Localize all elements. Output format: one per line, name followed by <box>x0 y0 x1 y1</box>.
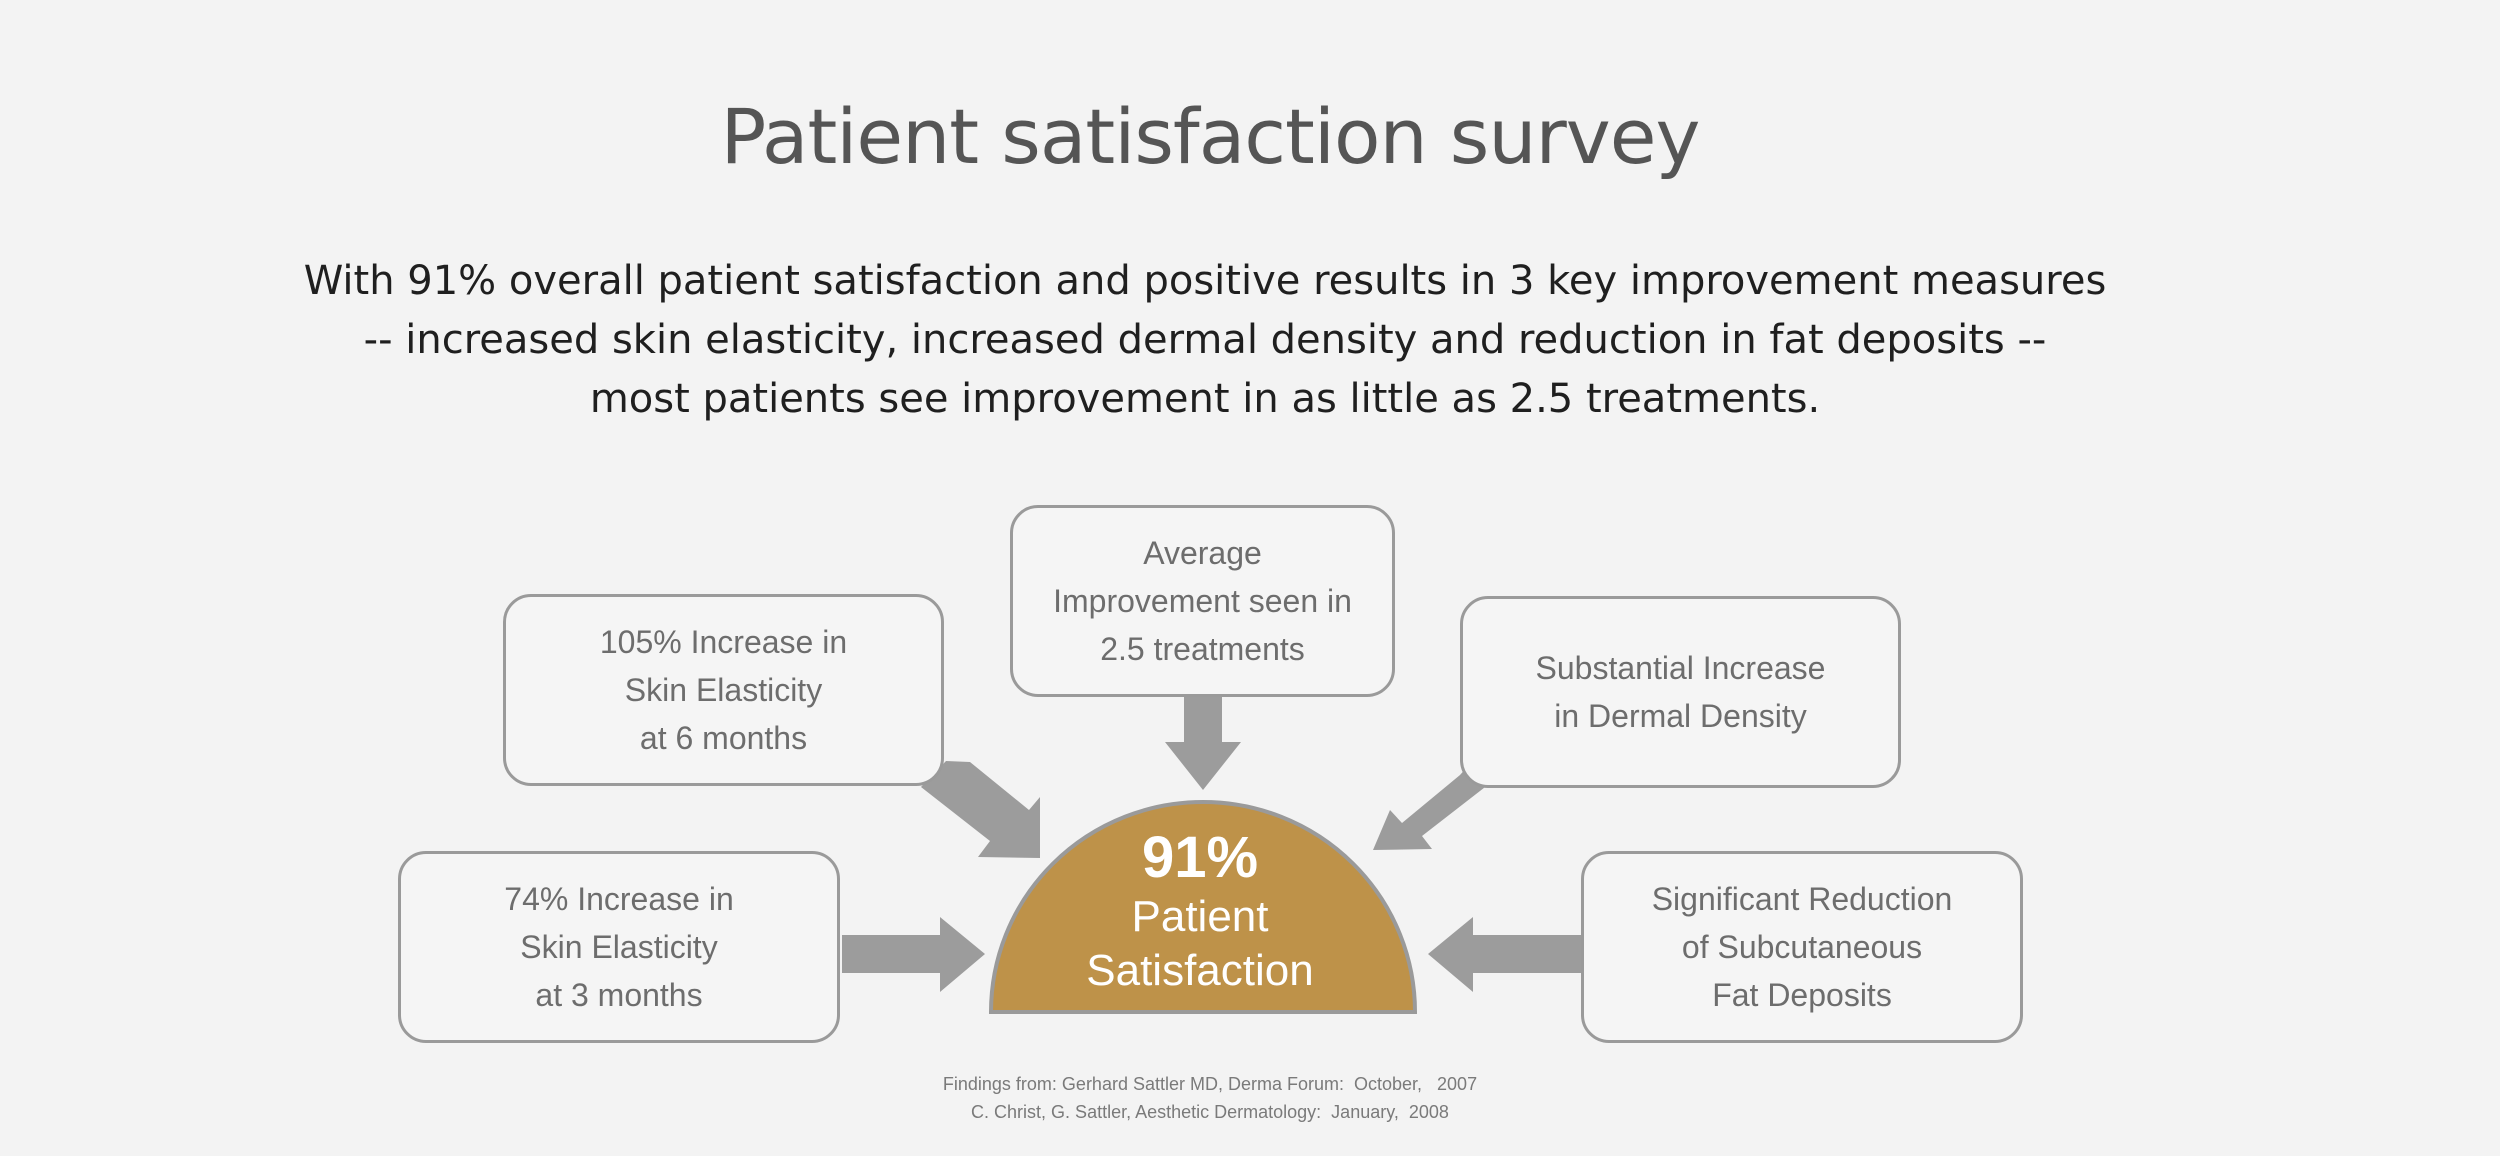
footnote-line-1: Findings from: Gerhard Sattler MD, Derma… <box>942 1074 1478 1094</box>
box-line: Improvement seen in <box>1053 583 1352 619</box>
box-line: at 3 months <box>535 977 703 1013</box>
box-line: Skin Elasticity <box>520 929 718 965</box>
satisfaction-text-line-1: Patient <box>1131 892 1269 941</box>
box-line: in Dermal Density <box>1554 698 1807 734</box>
box-line: 105% Increase in <box>599 624 848 660</box>
source-footnote: Findings from: Gerhard Sattler MD, Derma… <box>0 1070 2420 1126</box>
arrow-left <box>1428 917 1581 992</box>
box-line: at 6 months <box>639 720 808 756</box>
satisfaction-percent: 91% <box>1141 825 1259 890</box>
box-line: Skin Elasticity <box>624 672 823 708</box>
satisfaction-dome <box>988 800 1418 1014</box>
box-line: Substantial Increase <box>1535 650 1826 686</box>
arrow-diagonal-right <box>1373 757 1489 850</box>
intro-paragraph: With 91% overall patient satisfaction an… <box>300 252 2110 429</box>
arrow-diagonal-left <box>921 761 1040 858</box>
elasticity-6-months-box: 105% Increase in Skin Elasticity at 6 mo… <box>503 594 944 786</box>
intro-line-1: With 91% overall patient satisfaction an… <box>303 258 2107 304</box>
box-line: Average <box>1143 535 1262 571</box>
satisfaction-text-line-2: Satisfaction <box>1086 946 1314 995</box>
arrow-right <box>842 917 985 992</box>
arrow-down <box>1165 697 1241 790</box>
satisfaction-label: 91% Patient Satisfaction <box>1000 826 1400 998</box>
box-line: 2.5 treatments <box>1100 631 1305 667</box>
dermal-density-box: Substantial Increase in Dermal Density <box>1460 596 1901 788</box>
footnote-line-2: C. Christ, G. Sattler, Aesthetic Dermato… <box>971 1102 1449 1122</box>
box-line: of Subcutaneous <box>1681 929 1923 965</box>
intro-line-3: most patients see improvement in as litt… <box>589 376 1821 422</box>
box-line: 74% Increase in <box>504 881 734 917</box>
intro-line-2: -- increased skin elasticity, increased … <box>363 317 2047 363</box>
fat-deposits-box: Significant Reduction of Subcutaneous Fa… <box>1581 851 2023 1043</box>
average-improvement-box: Average Improvement seen in 2.5 treatmen… <box>1010 505 1395 697</box>
page-title: Patient satisfaction survey <box>720 92 1700 181</box>
box-line: Significant Reduction <box>1651 881 1953 917</box>
box-line: Fat Deposits <box>1712 977 1892 1013</box>
elasticity-3-months-box: 74% Increase in Skin Elasticity at 3 mon… <box>398 851 840 1043</box>
